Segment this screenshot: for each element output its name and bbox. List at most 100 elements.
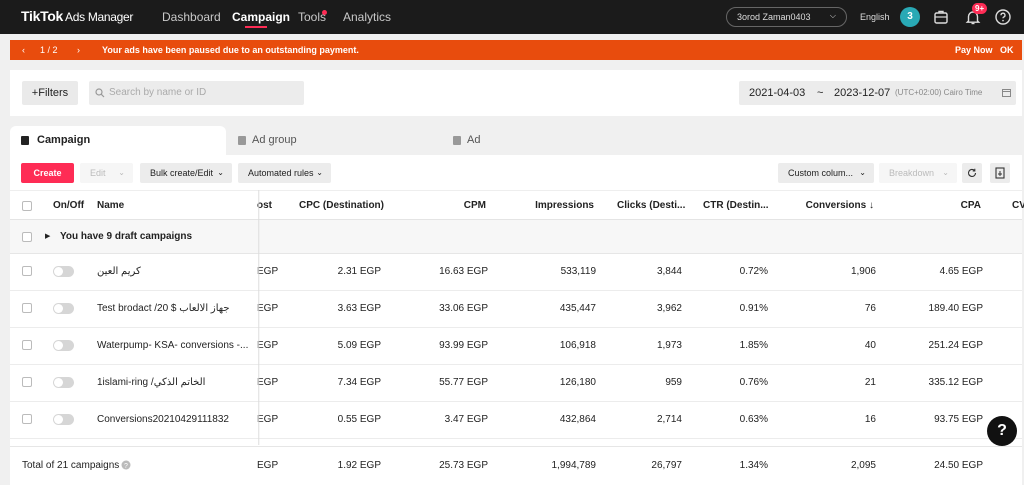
alert-ok-button[interactable]: OK bbox=[1000, 45, 1014, 55]
chevron-down-icon: ⌄ bbox=[859, 168, 866, 177]
row-toggle[interactable] bbox=[53, 377, 74, 388]
col-impressions[interactable]: Impressions bbox=[535, 200, 594, 211]
col-ctr[interactable]: CTR (Destin... bbox=[703, 200, 769, 211]
nav-active-indicator bbox=[245, 26, 267, 28]
table-header: On/Off Name ost CPC (Destination) CPM Im… bbox=[10, 190, 1024, 220]
edit-button[interactable]: Edit ⌄ bbox=[80, 163, 133, 183]
row-checkbox[interactable] bbox=[22, 377, 32, 387]
total-cpa: 24.50 EGP bbox=[934, 460, 983, 471]
account-selector[interactable]: 3orod Zaman0403 ⌵ bbox=[726, 7, 847, 27]
expand-triangle-icon[interactable]: ▶ bbox=[45, 233, 51, 240]
cell-clicks: 1,973 bbox=[656, 340, 682, 351]
campaign-name[interactable]: Test brodact /20 $ جهاز الالعاب bbox=[97, 303, 230, 314]
export-button[interactable] bbox=[990, 163, 1010, 183]
chevron-down-icon: ⌄ bbox=[942, 168, 949, 177]
cell-ctr: 0.72% bbox=[739, 266, 768, 277]
tab-ad[interactable]: Ad bbox=[453, 126, 480, 155]
table-row[interactable]: كريم العين EGP 2.31 EGP 16.63 EGP 533,11… bbox=[10, 254, 1022, 291]
col-clicks[interactable]: Clicks (Desti... bbox=[617, 200, 686, 211]
cell-cpa: 189.40 EGP bbox=[928, 303, 983, 314]
cell-cpm: 33.06 EGP bbox=[439, 303, 488, 314]
col-name[interactable]: Name bbox=[97, 200, 125, 211]
chevron-down-icon: ⌄ bbox=[217, 168, 224, 177]
row-checkbox[interactable] bbox=[22, 266, 32, 276]
search-icon bbox=[95, 88, 105, 98]
breakdown-button[interactable]: Breakdown ⌄ bbox=[879, 163, 957, 183]
briefcase-icon[interactable] bbox=[932, 8, 950, 26]
col-cpc[interactable]: CPC (Destination) bbox=[299, 200, 384, 211]
col-cpm[interactable]: CPM bbox=[463, 200, 486, 211]
draft-checkbox[interactable] bbox=[22, 232, 32, 242]
cell-cpc: 0.55 EGP bbox=[337, 414, 381, 425]
pay-now-link[interactable]: Pay Now bbox=[955, 45, 993, 55]
table-row[interactable]: Conversions20210429111832 EGP 0.55 EGP 3… bbox=[10, 402, 1022, 439]
automated-rules-button[interactable]: Automated rules ⌄ bbox=[238, 163, 331, 183]
date-start: 2021-04-03 bbox=[749, 87, 806, 99]
nav-analytics[interactable]: Analytics bbox=[343, 10, 392, 24]
table-row[interactable]: 1islami-ring /الخاتم الذكي EGP 7.34 EGP … bbox=[10, 365, 1022, 402]
col-conversions[interactable]: Conversions ↓ bbox=[805, 200, 874, 211]
search-input[interactable]: Search by name or ID bbox=[89, 81, 304, 105]
row-toggle[interactable] bbox=[53, 266, 74, 277]
table-row[interactable]: Test brodact /20 $ جهاز الالعاب EGP 3.63… bbox=[10, 291, 1022, 328]
cell-conversions: 40 bbox=[864, 340, 876, 351]
level-tabs: Campaign Ad group Ad bbox=[10, 126, 1022, 155]
campaign-name[interactable]: Waterpump- KSA- conversions -... bbox=[97, 340, 249, 351]
cell-cpm: 16.63 EGP bbox=[439, 266, 488, 277]
cell-cost: EGP bbox=[257, 414, 279, 425]
frozen-column-divider bbox=[258, 190, 260, 445]
cell-ctr: 0.63% bbox=[739, 414, 768, 425]
calendar-icon bbox=[1002, 89, 1011, 97]
col-cost[interactable]: ost bbox=[257, 200, 272, 211]
row-checkbox[interactable] bbox=[22, 414, 32, 424]
tab-ad-group[interactable]: Ad group bbox=[238, 126, 297, 155]
date-range-picker[interactable]: 2021-04-03 ~ 2023-12-07 (UTC+02:00) Cair… bbox=[739, 81, 1016, 105]
chevron-down-icon: ⌄ bbox=[316, 168, 323, 177]
cell-cpc: 2.31 EGP bbox=[337, 266, 381, 277]
tiktok-logo[interactable]: TikTok Ads Manager bbox=[21, 8, 134, 24]
total-ctr: 1.34% bbox=[739, 460, 768, 471]
total-cpm: 25.73 EGP bbox=[439, 460, 488, 471]
cell-cost: EGP bbox=[257, 266, 279, 277]
select-all-checkbox[interactable] bbox=[22, 201, 32, 211]
help-circle-icon[interactable] bbox=[994, 8, 1012, 26]
campaign-panel: Create Edit ⌄ Bulk create/Edit ⌄ Automated… bbox=[10, 155, 1024, 485]
date-end: 2023-12-07 bbox=[834, 87, 891, 99]
help-floating-button[interactable]: ? bbox=[987, 416, 1017, 446]
language-selector[interactable]: English bbox=[860, 12, 890, 22]
row-toggle[interactable] bbox=[53, 303, 74, 314]
col-cpa[interactable]: CPA bbox=[960, 200, 981, 211]
chevron-left-icon[interactable]: ‹ bbox=[22, 45, 25, 55]
bulk-create-edit-button[interactable]: Bulk create/Edit ⌄ bbox=[140, 163, 232, 183]
refresh-icon bbox=[968, 168, 977, 177]
campaign-name[interactable]: كريم العين bbox=[97, 266, 141, 277]
total-label: Total of 21 campaigns bbox=[22, 460, 120, 471]
tab-campaign[interactable]: Campaign bbox=[10, 126, 226, 155]
nav-tools[interactable]: Tools bbox=[298, 10, 327, 24]
col-onoff[interactable]: On/Off bbox=[53, 200, 85, 211]
info-icon[interactable]: ? bbox=[121, 460, 131, 470]
custom-columns-button[interactable]: Custom colum... ⌄ bbox=[778, 163, 874, 183]
filter-bar: +Filters Search by name or ID 2021-04-03… bbox=[10, 70, 1022, 116]
chevron-right-icon[interactable]: › bbox=[77, 45, 80, 55]
total-cost: EGP bbox=[257, 460, 279, 471]
avatar[interactable]: 3 bbox=[900, 7, 920, 27]
svg-text:?: ? bbox=[124, 463, 128, 470]
nav-dashboard[interactable]: Dashboard bbox=[162, 10, 221, 24]
create-button[interactable]: Create bbox=[21, 163, 74, 183]
table-row[interactable]: Waterpump- KSA- conversions -... EGP 5.0… bbox=[10, 328, 1022, 365]
draft-campaigns-row[interactable]: ▶ You have 9 draft campaigns bbox=[10, 220, 1022, 254]
nav-campaign[interactable]: Campaign bbox=[232, 10, 291, 24]
campaign-name[interactable]: 1islami-ring /الخاتم الذكي bbox=[97, 377, 206, 388]
refresh-button[interactable] bbox=[962, 163, 982, 183]
col-cv[interactable]: CV bbox=[1012, 200, 1024, 211]
row-toggle[interactable] bbox=[53, 414, 74, 425]
row-checkbox[interactable] bbox=[22, 340, 32, 350]
cell-cpm: 55.77 EGP bbox=[439, 377, 488, 388]
filters-button[interactable]: +Filters bbox=[22, 81, 78, 105]
row-toggle[interactable] bbox=[53, 340, 74, 351]
campaign-name[interactable]: Conversions20210429111832 bbox=[97, 414, 229, 425]
cell-cpc: 7.34 EGP bbox=[337, 377, 381, 388]
total-clicks: 26,797 bbox=[651, 460, 682, 471]
row-checkbox[interactable] bbox=[22, 303, 32, 313]
